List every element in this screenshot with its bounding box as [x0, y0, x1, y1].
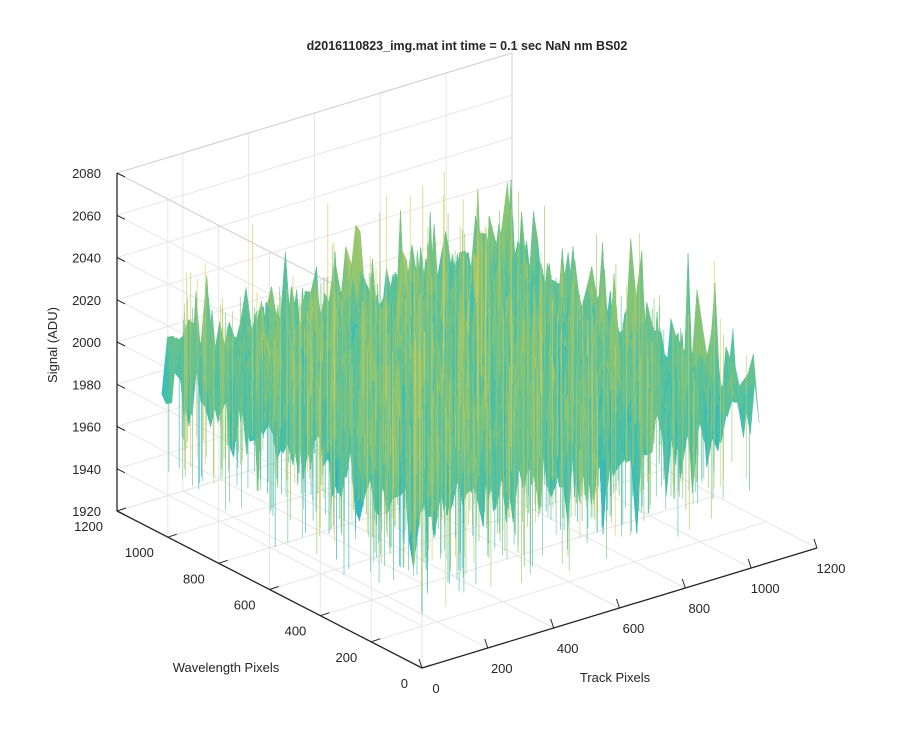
- front-axes: [116, 172, 818, 669]
- y-tick: [116, 507, 127, 512]
- left-wall-grid-line: [116, 426, 423, 584]
- z-tick-label: 1980: [72, 377, 101, 392]
- left-wall-grid-line: [116, 468, 423, 627]
- z-tick: [116, 341, 126, 347]
- floor-grid-line: [371, 521, 767, 643]
- y-tick-label: 400: [285, 624, 307, 639]
- x-tick: [484, 638, 489, 649]
- x-tick: [813, 538, 818, 549]
- z-axis-label: Signal (ADU): [45, 307, 60, 383]
- z-tick: [116, 468, 126, 474]
- y-tick: [421, 664, 432, 669]
- y-tick: [218, 559, 228, 564]
- x-axis-label: Track Pixels: [580, 670, 651, 685]
- y-tick-label: 1000: [125, 545, 154, 560]
- x-tick: [681, 578, 686, 589]
- back-wall-grid-line: [116, 179, 513, 301]
- box-edge: [116, 52, 513, 174]
- floor-grid-line: [320, 495, 716, 617]
- floor-grid-line: [269, 469, 665, 590]
- z-tick: [116, 383, 126, 389]
- y-tick: [269, 586, 279, 590]
- z-tick-label: 1960: [72, 420, 101, 435]
- z-tick-label: 2060: [72, 208, 101, 223]
- y-tick: [371, 638, 381, 643]
- x-tick: [418, 658, 423, 669]
- z-tick-label: 2080: [72, 166, 101, 181]
- z-tick-label: 2020: [72, 293, 101, 308]
- z-tick: [116, 172, 126, 178]
- y-tick-label: 0: [401, 676, 408, 691]
- x-tick: [616, 598, 620, 609]
- x-tick: [747, 558, 752, 569]
- x-tick-label: 1200: [817, 561, 846, 576]
- z-tick-label: 1940: [72, 462, 101, 477]
- x-tick: [550, 618, 555, 629]
- surface-mesh: [161, 171, 760, 615]
- y-tick-label: 1200: [74, 519, 103, 534]
- x-tick-label: 200: [491, 661, 513, 676]
- tick-labels: 0 200 400 600 800 1000 1200 0 200 400 600 800 1000 12…: [72, 166, 845, 696]
- x-tick-label: 400: [557, 641, 579, 656]
- surface-cell: [748, 353, 760, 423]
- left-wall-grid-line: [116, 383, 423, 542]
- y-tick-label: 200: [335, 650, 357, 665]
- z-tick-label: 2040: [72, 251, 101, 266]
- y-axis-label: Wavelength Pixels: [173, 660, 280, 675]
- z-tick-label: 2000: [72, 335, 101, 350]
- x-tick-label: 1000: [751, 581, 780, 596]
- chart-title: d2016110823_img.mat int time = 0.1 sec N…: [307, 39, 628, 53]
- back-wall-grid-line: [116, 94, 513, 216]
- back-wall-grid-line: [116, 137, 513, 258]
- z-tick-label: 1920: [72, 504, 101, 519]
- z-tick: [116, 510, 126, 516]
- z-tick: [116, 214, 126, 220]
- x-tick-label: 600: [623, 621, 645, 636]
- y-tick-label: 600: [234, 598, 256, 613]
- y-tick-label: 800: [183, 571, 205, 586]
- x-tick-label: 800: [688, 601, 710, 616]
- y-tick: [167, 533, 177, 538]
- x-tick-label: 0: [432, 681, 439, 696]
- z-tick: [116, 257, 126, 262]
- z-tick: [116, 299, 126, 305]
- y-tick: [320, 612, 330, 617]
- z-tick: [116, 426, 126, 431]
